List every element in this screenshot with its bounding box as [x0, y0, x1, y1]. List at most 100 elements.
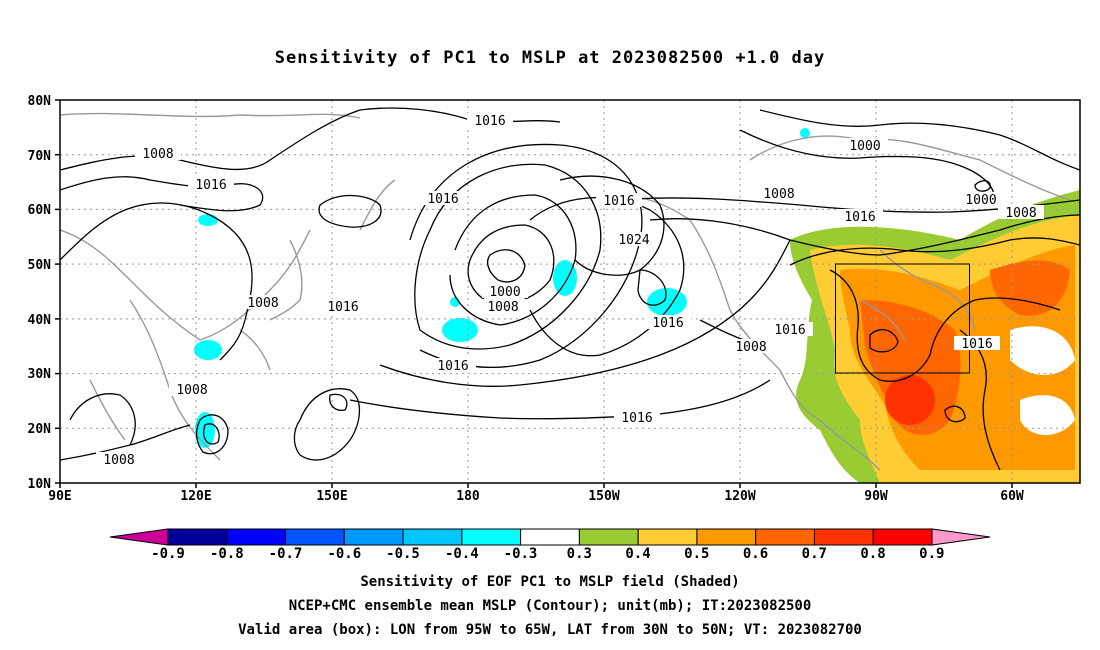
colorbar-tick-label: 0.9: [919, 546, 944, 562]
caption-line-1: Sensitivity of EOF PC1 to MSLP field (Sh…: [360, 574, 740, 590]
lat-label: 80N: [28, 94, 52, 109]
svg-text:1008: 1008: [487, 300, 518, 315]
lat-label: 60N: [28, 203, 52, 218]
lat-label: 30N: [28, 367, 52, 382]
svg-text:1016: 1016: [961, 337, 992, 352]
contour-label: 1016: [596, 193, 642, 209]
lon-label: 120W: [724, 489, 755, 504]
lat-label: 40N: [28, 313, 52, 328]
lat-label: 70N: [28, 149, 52, 164]
svg-text:1016: 1016: [774, 323, 805, 338]
contour-label: 1008: [240, 295, 286, 311]
colorbar-cell: [520, 528, 580, 546]
cyan-shade-patches: [194, 128, 810, 448]
svg-text:1016: 1016: [427, 192, 458, 207]
lon-label: 180: [456, 489, 480, 504]
svg-text:1016: 1016: [621, 411, 652, 426]
contour-label: 1016: [188, 177, 234, 193]
colorbar-tick-label: -0.7: [269, 546, 303, 562]
lat-label: 50N: [28, 258, 52, 273]
contour-label: 1000: [482, 284, 528, 300]
svg-text:1016: 1016: [652, 316, 683, 331]
svg-text:1024: 1024: [618, 233, 649, 248]
svg-text:1000: 1000: [489, 285, 520, 300]
contour-label: 1016: [320, 299, 366, 315]
lon-label: 60W: [1000, 489, 1024, 504]
colorbar-high-end: [931, 528, 991, 546]
contour-label: 1016: [645, 315, 691, 331]
contour-label: 1008: [998, 205, 1044, 221]
colorbar-cell: [343, 528, 404, 546]
map-frame: [59, 99, 1081, 484]
colorbar-tick-label: -0.5: [386, 546, 420, 562]
colorbar-tick-label: 0.3: [567, 546, 592, 562]
colorbar-tick-label: -0.3: [504, 546, 538, 562]
contour-label: 1024: [611, 232, 657, 248]
colorbar-tick-label: -0.4: [445, 546, 479, 562]
svg-text:1008: 1008: [763, 187, 794, 202]
colorbar-low-end: [109, 528, 169, 546]
colorbar-tick-label: 0.7: [802, 546, 827, 562]
colorbar: [109, 528, 991, 546]
contour-label: 1016: [767, 322, 813, 338]
svg-text:1008: 1008: [735, 340, 766, 355]
svg-text:1008: 1008: [142, 147, 173, 162]
lon-label: 90W: [864, 489, 888, 504]
svg-text:1016: 1016: [844, 210, 875, 225]
colorbar-tick-label: -0.9: [151, 546, 185, 562]
caption-line-3: Valid area (box): LON from 95W to 65W, L…: [238, 622, 862, 638]
lat-label: 20N: [28, 422, 52, 437]
lon-label: 90E: [48, 489, 71, 504]
contour-label: 1008: [756, 186, 802, 202]
contour-label: 1016: [837, 209, 883, 225]
mslp-contours: [60, 107, 1080, 471]
svg-text:1016: 1016: [195, 178, 226, 193]
colorbar-cell: [755, 528, 815, 546]
colorbar-tick-label: 0.6: [743, 546, 768, 562]
svg-text:1016: 1016: [327, 300, 358, 315]
contour-label: 1016: [430, 358, 476, 374]
contour-label: 1016: [614, 410, 660, 426]
contour-label: 1016: [420, 191, 466, 207]
contour-label: 1000: [842, 138, 888, 154]
colorbar-tick-label: 0.8: [860, 546, 885, 562]
svg-text:1008: 1008: [1005, 206, 1036, 221]
valid-area-box: [835, 263, 970, 374]
colorbar-cell: [578, 528, 639, 546]
colorbar-tick-label: 0.5: [684, 546, 709, 562]
svg-text:1016: 1016: [437, 359, 468, 374]
colorbar-cell: [402, 528, 463, 546]
lon-label: 150E: [316, 489, 347, 504]
caption-line-2: NCEP+CMC ensemble mean MSLP (Contour); u…: [288, 598, 812, 614]
lat-label: 10N: [28, 477, 52, 492]
colorbar-cell: [696, 528, 757, 546]
colorbar-cell: [461, 528, 522, 546]
svg-text:1008: 1008: [176, 383, 207, 398]
svg-text:1008: 1008: [247, 296, 278, 311]
contour-label: 1008: [135, 146, 181, 162]
colorbar-tick-label: -0.8: [210, 546, 244, 562]
contour-label: 1008: [728, 339, 774, 355]
svg-text:1008: 1008: [103, 453, 134, 468]
sensitivity-shading: [194, 128, 1080, 483]
colorbar-cell: [813, 528, 874, 546]
contour-label: 1008: [96, 452, 142, 468]
contour-label: 1008: [169, 382, 215, 398]
contour-label: 1000: [958, 192, 1004, 208]
svg-text:1016: 1016: [474, 114, 505, 129]
dark-orange-shade-region: [860, 300, 961, 435]
svg-text:1000: 1000: [849, 139, 880, 154]
svg-text:1016: 1016: [603, 194, 634, 209]
contour-label: 1016: [954, 336, 1000, 352]
colorbar-cell: [872, 528, 933, 546]
colorbar-cell: [285, 528, 345, 546]
colorbar-tick-label: -0.6: [327, 546, 361, 562]
contour-label: 1008: [480, 299, 526, 315]
svg-text:1000: 1000: [965, 193, 996, 208]
lon-label: 150W: [588, 489, 619, 504]
graticule: [60, 100, 1080, 483]
contour-label: 1016: [467, 113, 513, 129]
lon-label: 120E: [180, 489, 211, 504]
colorbar-cell: [226, 528, 287, 546]
